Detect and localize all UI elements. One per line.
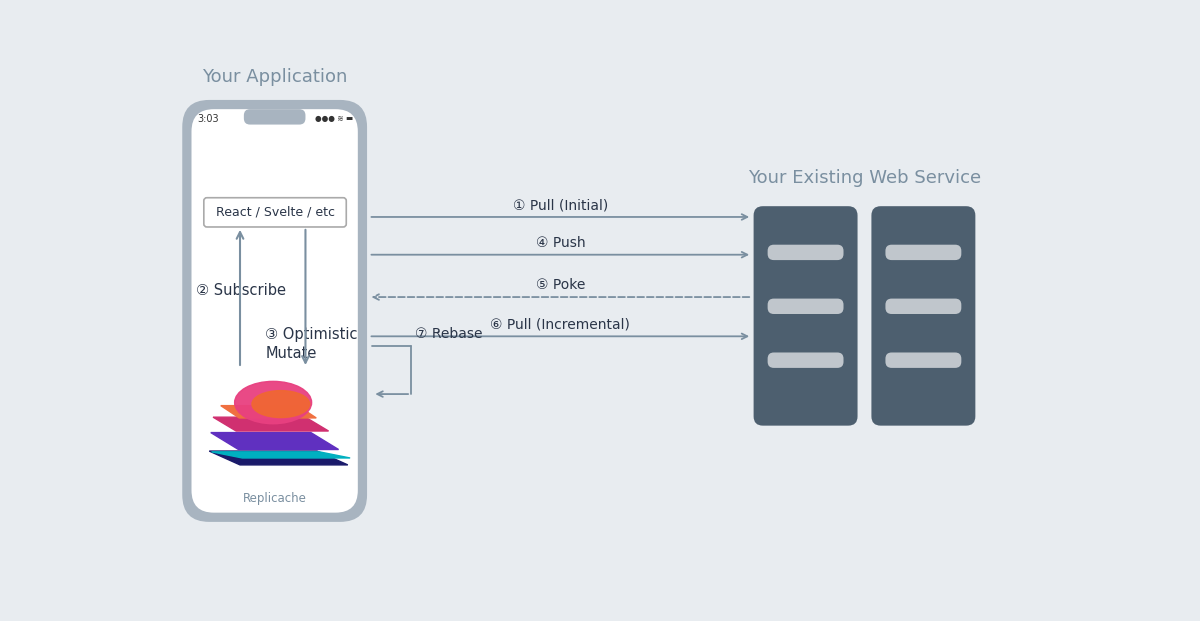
FancyBboxPatch shape [192,109,358,513]
Text: Your Existing Web Service: Your Existing Web Service [748,169,982,187]
FancyBboxPatch shape [754,206,858,425]
Text: React / Svelte / etc: React / Svelte / etc [216,206,335,219]
Text: ⑦ Rebase: ⑦ Rebase [415,327,482,341]
Polygon shape [221,406,317,418]
Ellipse shape [235,381,312,424]
Text: 3:03: 3:03 [198,114,220,124]
FancyBboxPatch shape [871,206,976,425]
Polygon shape [211,433,338,450]
Text: ⑤ Poke: ⑤ Poke [535,278,586,292]
Text: Your Application: Your Application [202,68,347,86]
Text: ④ Push: ④ Push [535,236,586,250]
Text: ① Pull (Initial): ① Pull (Initial) [512,198,608,212]
FancyBboxPatch shape [182,100,367,522]
Text: ② Subscribe: ② Subscribe [196,283,286,298]
FancyBboxPatch shape [768,245,844,260]
Text: Replicache: Replicache [242,492,306,505]
FancyBboxPatch shape [768,299,844,314]
FancyBboxPatch shape [244,109,306,125]
Ellipse shape [252,391,310,417]
Text: ●●● ≋ ▬: ●●● ≋ ▬ [314,114,353,123]
FancyBboxPatch shape [768,353,844,368]
Text: ③ Optimistic
Mutate: ③ Optimistic Mutate [265,327,358,361]
Polygon shape [209,451,348,465]
Polygon shape [211,452,350,458]
FancyBboxPatch shape [886,299,961,314]
Polygon shape [214,417,329,431]
FancyBboxPatch shape [886,353,961,368]
FancyBboxPatch shape [204,197,347,227]
Text: ⑥ Pull (Incremental): ⑥ Pull (Incremental) [491,318,630,332]
FancyBboxPatch shape [886,245,961,260]
